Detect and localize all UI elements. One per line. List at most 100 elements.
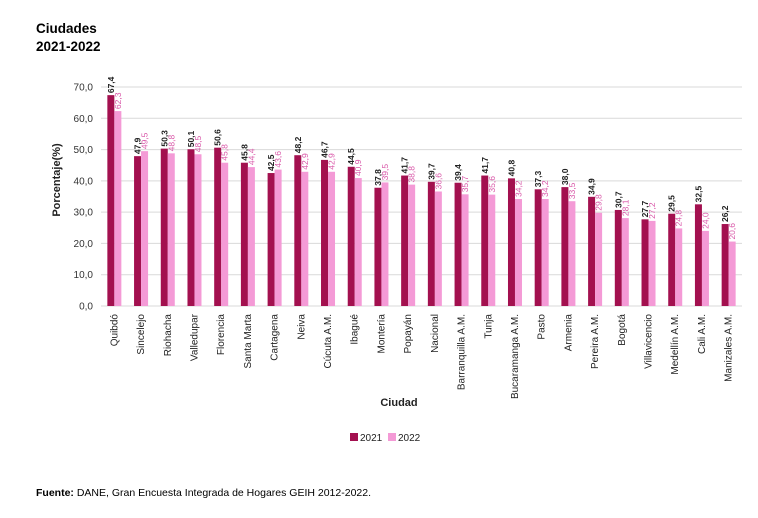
bar-2022 — [701, 230, 709, 306]
x-axis-title: Ciudad — [380, 397, 417, 409]
x-category-label: Barranquilla A.M. — [457, 314, 468, 390]
bar-2021 — [321, 159, 329, 306]
bar-2022 — [514, 199, 522, 306]
bar-2022 — [247, 167, 255, 306]
data-label-2021: 39,7 — [426, 163, 436, 180]
data-label-2022: 42,9 — [300, 153, 310, 170]
data-label-2021: 41,7 — [400, 157, 410, 174]
bar-2022 — [541, 199, 549, 306]
bar-2022 — [114, 111, 122, 306]
data-label-2022: 62,3 — [113, 92, 123, 109]
y-axis-ticks: 0,0 10,0 20,0 30,0 40,0 50,0 60,0 70,0 — [74, 83, 94, 313]
data-label-2022: 27,2 — [647, 202, 657, 219]
data-label-2021: 41,7 — [480, 157, 490, 174]
data-label-2022: 35,7 — [460, 175, 470, 192]
data-label-2022: 28,1 — [620, 199, 630, 216]
bar-2021 — [561, 187, 569, 306]
x-category-label: Tunja — [483, 314, 494, 339]
x-axis-categories: Quibdó Sincelejo Riohacha Valledupar Florenc… — [109, 313, 734, 399]
y-axis-title: Porcentaje(%) — [51, 143, 63, 217]
bar-2021 — [187, 149, 195, 306]
data-label-2021: 37,3 — [533, 170, 543, 187]
data-label-2022: 49,5 — [140, 132, 150, 149]
x-category-label: Ibagué — [350, 314, 361, 345]
bar-2022 — [675, 228, 683, 306]
data-label-2021: 42,5 — [266, 154, 276, 171]
data-label-2022: 34,2 — [540, 180, 550, 197]
bar-2021 — [507, 178, 515, 306]
y-tick-label: 40,0 — [74, 176, 94, 187]
x-category-label: Santa Marta — [243, 314, 254, 369]
bar-2021 — [107, 95, 115, 307]
gridlines — [101, 86, 742, 307]
data-label-2022: 35,6 — [487, 176, 497, 193]
data-label-2022: 33,5 — [567, 182, 577, 199]
x-category-label: Pasto — [537, 314, 548, 340]
data-label-2022: 40,9 — [353, 159, 363, 176]
data-label-2022: 34,2 — [513, 180, 523, 197]
x-category-label: Pereira A.M. — [590, 314, 601, 369]
data-label-2021: 45,8 — [239, 144, 249, 161]
data-label-2022: 24,0 — [700, 212, 710, 229]
bar-2021 — [721, 224, 729, 306]
data-label-2021: 39,4 — [453, 164, 463, 181]
bar-2021 — [401, 175, 409, 306]
bar-2021 — [240, 162, 248, 306]
bar-2022 — [621, 218, 629, 306]
data-labels: 67,462,347,949,5 50,348,8 50,148,5 50,645,8… — [106, 76, 737, 239]
bar-2022 — [141, 151, 149, 306]
x-category-label: Bogotá — [617, 314, 628, 346]
data-label-2022: 36,6 — [433, 173, 443, 190]
x-category-label: Riohacha — [163, 314, 174, 357]
bar-2022 — [408, 184, 416, 306]
bar-2022 — [328, 171, 336, 306]
data-label-2022: 29,8 — [594, 194, 604, 211]
data-label-2022: 20,6 — [727, 223, 737, 240]
y-tick-label: 50,0 — [74, 145, 94, 156]
x-category-label: Quibdó — [109, 314, 120, 347]
x-category-label: Cali A.M. — [697, 314, 708, 354]
x-category-label: Valledupar — [189, 313, 200, 361]
data-label-2021: 46,7 — [320, 141, 330, 158]
data-label-2021: 48,2 — [293, 136, 303, 153]
bar-2022 — [274, 169, 282, 306]
bar-2021 — [641, 219, 649, 306]
data-label-2021: 27,7 — [640, 201, 650, 218]
x-category-label: Nacional — [430, 314, 441, 353]
bar-2021 — [214, 147, 222, 306]
data-label-2021: 37,8 — [373, 169, 383, 186]
data-label-2022: 42,9 — [327, 153, 337, 170]
bar-2021 — [694, 204, 702, 306]
chart-title-line1: Ciudades — [36, 21, 97, 36]
bar-2021 — [374, 187, 382, 306]
bar-2021 — [294, 155, 302, 306]
y-tick-label: 70,0 — [74, 83, 94, 94]
bar-2022 — [728, 241, 736, 306]
y-tick-label: 0,0 — [79, 302, 93, 313]
bar-2021 — [347, 166, 355, 306]
bar-2022 — [167, 153, 175, 306]
data-label-2021: 67,4 — [106, 76, 116, 93]
bar-2022 — [221, 162, 229, 306]
data-label-2021: 26,2 — [720, 205, 730, 222]
data-label-2021: 29,5 — [667, 195, 677, 212]
x-category-label: Bucaramanga A.M. — [510, 314, 521, 399]
data-label-2022: 39,5 — [380, 164, 390, 181]
x-category-label: Sincelejo — [136, 314, 147, 355]
bar-2022 — [488, 194, 496, 306]
x-category-label: Cúcuta A.M. — [323, 314, 334, 368]
x-category-label: Armenia — [563, 314, 574, 352]
bar-2021 — [160, 148, 168, 306]
data-label-2021: 30,7 — [613, 191, 623, 208]
bars — [107, 95, 736, 307]
chart-title-line2: 2021-2022 — [36, 39, 101, 54]
bar-2022 — [461, 194, 469, 306]
data-label-2022: 45,8 — [220, 144, 230, 161]
source-note: Fuente: DANE, Gran Encuesta Integrada de… — [36, 487, 371, 499]
bar-2022 — [301, 171, 309, 306]
data-label-2022: 43,6 — [273, 151, 283, 168]
bar-2021 — [668, 213, 676, 306]
bar-2021 — [534, 189, 542, 306]
x-category-label: Popayán — [403, 314, 414, 353]
